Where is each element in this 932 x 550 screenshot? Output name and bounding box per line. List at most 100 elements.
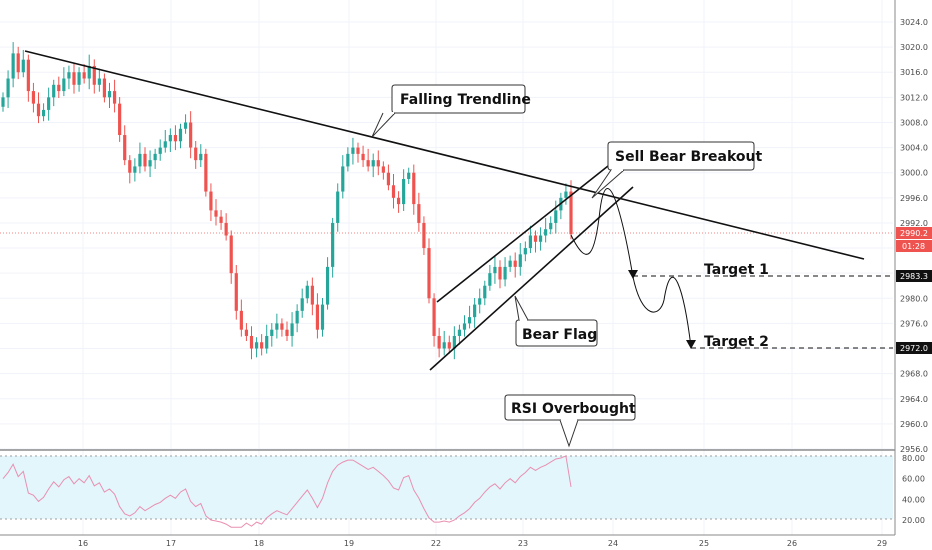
candle: [366, 148, 370, 172]
candle: [67, 65, 71, 90]
price-tick-label: 2964.0: [900, 395, 928, 404]
price-tick-label: 2996.0: [900, 194, 928, 203]
price-tick-label: 3012.0: [900, 93, 928, 102]
candle: [528, 225, 533, 254]
price-tick-label: 2968.0: [900, 370, 928, 379]
candle: [422, 216, 426, 255]
bear-flag-upper-line[interactable]: [436, 165, 609, 303]
rsi-tick-label: 40.00: [902, 495, 925, 504]
candle: [87, 54, 91, 90]
candle: [178, 123, 183, 149]
candle: [427, 238, 431, 304]
candle: [138, 142, 142, 174]
candle: [254, 337, 259, 358]
candle: [260, 334, 264, 356]
candle: [112, 79, 117, 113]
candle: [371, 153, 375, 178]
candle: [123, 125, 127, 166]
candle: [224, 213, 228, 241]
candle: [57, 76, 61, 98]
candle: [189, 111, 193, 159]
candle: [36, 92, 41, 124]
candle: [285, 321, 289, 341]
callout-bear-flag[interactable]: Bear Flag: [514, 295, 598, 347]
candle: [523, 241, 527, 262]
candle: [239, 299, 243, 337]
time-tick-label: 25: [699, 539, 709, 548]
candle: [107, 82, 112, 109]
candle: [52, 79, 56, 107]
candle: [391, 173, 396, 209]
badge-target-2-text: 2972.0: [900, 344, 928, 353]
callout-rsi-overbought[interactable]: RSI Overbought: [504, 394, 636, 448]
price-tick-label: 2976.0: [900, 319, 928, 328]
projection-arrow-2: [686, 340, 696, 349]
rsi-line: [2, 455, 572, 528]
candle: [163, 130, 167, 153]
time-tick-label: 24: [608, 539, 618, 548]
candle: [26, 54, 30, 102]
candle: [488, 265, 492, 291]
candle: [310, 277, 314, 316]
candle: [143, 147, 147, 172]
price-tick-label: 2956.0: [900, 445, 928, 454]
candle: [305, 280, 309, 304]
callout-sell-bear-breakout[interactable]: Sell Bear Breakout: [591, 141, 762, 199]
candle: [183, 114, 188, 134]
price-tick-label: 2960.0: [900, 420, 928, 429]
candle: [432, 293, 436, 347]
candle: [47, 87, 51, 121]
price-tick-label: 3024.0: [900, 18, 928, 27]
candle: [361, 145, 365, 168]
candle: [270, 323, 274, 347]
badge-target-1: 2983.3: [896, 270, 932, 282]
candle: [442, 330, 446, 356]
candle: [148, 150, 152, 178]
candle: [462, 315, 467, 337]
candle: [341, 155, 345, 199]
candle: [407, 167, 411, 185]
callout-falling-trendline[interactable]: Falling Trendline: [371, 84, 531, 138]
rsi-tick-label: 20.00: [902, 516, 925, 525]
target-2-label: Target 2: [704, 334, 769, 350]
candle: [478, 288, 482, 314]
candle: [92, 59, 96, 94]
candle: [244, 323, 249, 341]
candle: [219, 210, 223, 230]
target-1-label: Target 1: [704, 262, 769, 278]
candle: [290, 312, 294, 347]
price-tick-label: 3004.0: [900, 144, 928, 153]
candle: [549, 216, 553, 235]
candle: [320, 297, 325, 337]
candle: [417, 192, 421, 232]
candle: [513, 252, 517, 278]
candle: [173, 125, 178, 151]
candle: [473, 297, 477, 328]
candle: [493, 255, 497, 284]
candle: [82, 64, 86, 84]
candle: [214, 199, 218, 226]
candle: [325, 257, 330, 310]
candle: [351, 137, 355, 165]
candle: [153, 148, 157, 169]
candle: [118, 97, 122, 142]
candle: [457, 324, 462, 345]
candle: [336, 183, 340, 232]
candle: [194, 140, 198, 169]
callout-bear-flag-text: Bear Flag: [522, 327, 597, 343]
candle: [452, 326, 456, 360]
candle: [412, 164, 416, 215]
falling-trendline[interactable]: [24, 50, 865, 260]
rsi-tick-label: 80.00: [902, 454, 925, 463]
candle: [41, 103, 46, 122]
candle: [554, 200, 558, 234]
candle: [467, 305, 472, 329]
time-tick-label: 22: [431, 539, 441, 548]
candle: [518, 243, 522, 276]
candle: [133, 158, 137, 182]
time-tick-label: 17: [166, 539, 176, 548]
candle: [483, 280, 487, 306]
price-tick-label: 2992.0: [900, 219, 928, 228]
badge-last-price: 2990.2: [896, 227, 932, 239]
